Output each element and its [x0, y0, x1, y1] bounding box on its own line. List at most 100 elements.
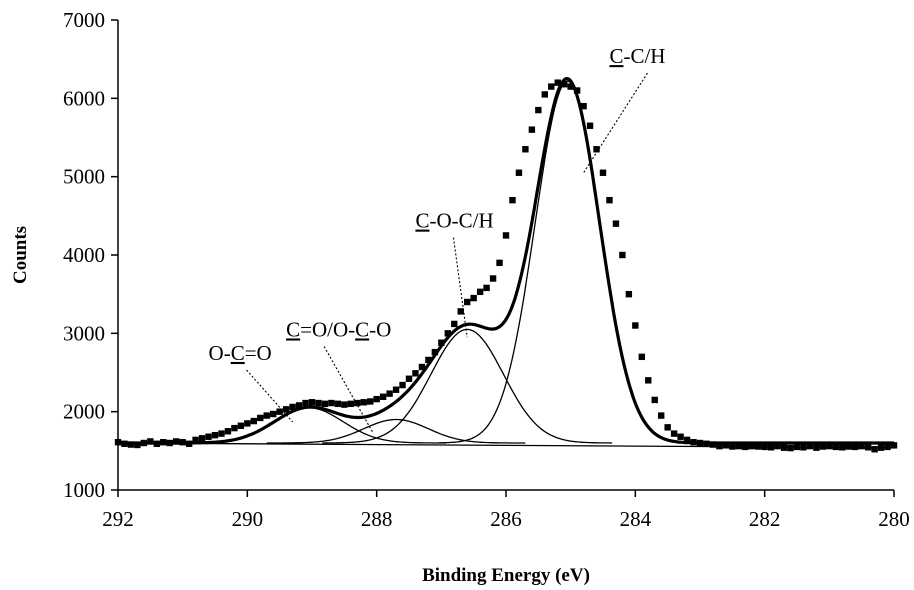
data-point [871, 446, 878, 453]
data-point [612, 220, 620, 227]
data-point [541, 91, 548, 98]
data-point [412, 370, 419, 377]
peak-label: O-C=O [209, 341, 272, 365]
y-tick-label: 4000 [63, 243, 105, 267]
data-point [134, 441, 141, 449]
data-point [515, 169, 523, 176]
data-point [321, 400, 329, 408]
data-point [793, 443, 801, 451]
y-axis-ticks: 1000 2000 3000 4000 5000 6000 7000 [63, 8, 118, 502]
data-point [231, 424, 238, 432]
data-point [658, 412, 665, 419]
data-point [561, 81, 568, 88]
peak-annotations: C-C/H C-O-C/H C=O/O-C-O O-C=O [209, 44, 665, 434]
data-point [405, 375, 413, 382]
data-point [431, 348, 439, 356]
y-tick-label: 2000 [63, 400, 105, 424]
data-point [535, 106, 542, 114]
data-point [334, 400, 342, 408]
data-point [573, 87, 581, 94]
data-point [276, 408, 283, 415]
data-point [826, 442, 833, 450]
data-point [392, 386, 400, 393]
data-point [127, 441, 135, 448]
data-point [670, 430, 678, 437]
data-point [774, 442, 781, 450]
data-point [438, 339, 445, 346]
data-point [755, 443, 762, 450]
data-point [308, 399, 316, 406]
data-point [218, 430, 225, 437]
data-point [224, 428, 232, 435]
data-point [341, 401, 348, 408]
data-point [121, 440, 128, 447]
peak-label: C=O/O-C-O [286, 317, 391, 341]
data-point [114, 439, 122, 446]
leader-line [246, 369, 294, 423]
envelope-group [118, 76, 894, 445]
data-point [451, 320, 458, 328]
data-point [166, 439, 173, 447]
data-point [696, 439, 704, 447]
data-point [250, 417, 257, 425]
data-point [832, 443, 839, 451]
data-point [599, 169, 607, 176]
component-peak-curve [438, 80, 697, 444]
x-tick-label: 292 [102, 507, 134, 531]
data-point [722, 442, 730, 449]
data-point [263, 412, 270, 419]
data-point [761, 443, 768, 451]
data-point [845, 443, 852, 450]
data-point [877, 444, 885, 451]
data-point [489, 275, 497, 282]
data-point [852, 443, 859, 451]
data-point [289, 403, 296, 411]
data-point [425, 356, 432, 364]
data-point [554, 79, 561, 86]
data-point [502, 232, 510, 239]
x-tick-label: 282 [749, 507, 781, 531]
component-peak-curve [266, 418, 526, 444]
leader-line [452, 237, 468, 338]
data-point [767, 444, 775, 451]
y-tick-label: 5000 [63, 165, 105, 189]
data-point [813, 444, 820, 451]
data-point [379, 393, 387, 400]
data-point [619, 251, 626, 259]
data-point [748, 442, 755, 450]
data-point [360, 399, 367, 406]
component-peak-curve [322, 328, 613, 444]
x-tick-label: 288 [361, 507, 393, 531]
data-point [800, 444, 807, 451]
data-point [205, 433, 212, 440]
data-point [464, 298, 471, 306]
data-point [315, 399, 322, 407]
data-point [367, 398, 374, 405]
data-point [632, 322, 639, 329]
data-point [864, 444, 872, 451]
data-point [716, 442, 723, 450]
y-tick-label: 6000 [63, 86, 105, 110]
data-point [690, 439, 697, 446]
envelope-fit-curve [118, 76, 894, 445]
data-point [522, 146, 529, 153]
data-point [386, 390, 393, 397]
x-tick-label: 280 [878, 507, 910, 531]
data-point [470, 294, 477, 302]
leader-line [323, 346, 374, 434]
data-point [651, 396, 658, 404]
data-point [160, 439, 167, 446]
data-point [483, 284, 490, 292]
data-point [444, 330, 451, 337]
data-point [244, 420, 251, 427]
data-point [819, 443, 827, 450]
data-point [890, 442, 898, 449]
x-tick-label: 290 [232, 507, 264, 531]
data-point [140, 439, 148, 447]
data-point [198, 435, 206, 442]
data-point [709, 441, 717, 448]
data-point [270, 410, 277, 418]
data-point [399, 381, 406, 389]
data-point [729, 443, 736, 450]
data-point [302, 399, 309, 407]
